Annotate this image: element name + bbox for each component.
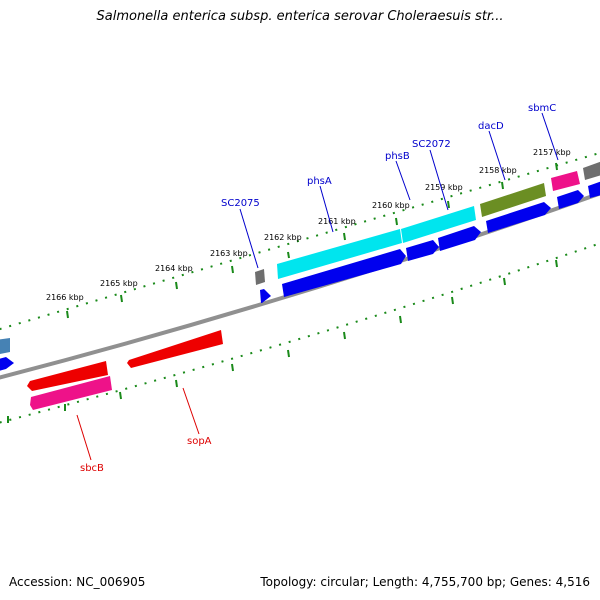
feature-blue-sc2075[interactable] (260, 289, 271, 303)
feature-pink-sbmc[interactable] (551, 171, 580, 191)
tick-label: 2165 kbp (100, 279, 138, 288)
tick-label: 2162 kbp (264, 233, 302, 242)
feature-steelblue-left[interactable] (0, 338, 10, 355)
outer-tick-ring (0, 151, 600, 331)
tick-label: 2159 kbp (425, 183, 463, 192)
feature-blue-right[interactable] (588, 180, 600, 198)
gene-label-sbmc: sbmC (528, 103, 556, 114)
feature-red-sopa[interactable] (127, 330, 223, 368)
tick-label: 2164 kbp (155, 264, 193, 273)
inner-major-ticks (7, 259, 558, 423)
gene-label-phsb: phsB (385, 151, 410, 162)
tick-labels: 2166 kbp 2165 kbp 2164 kbp 2163 kbp 2162… (46, 148, 571, 302)
gene-label-sopa: sopA (187, 436, 212, 447)
feature-blue-dacd[interactable] (486, 202, 551, 233)
feature-blue-phsb[interactable] (406, 240, 439, 261)
feature-blue-sc2072[interactable] (438, 226, 481, 251)
gene-label-sc2075: SC2075 (221, 198, 260, 209)
gene-label-sbcb: sbcB (80, 463, 104, 474)
feature-cyan-phsb[interactable] (401, 206, 476, 243)
tick-label: 2158 kbp (479, 166, 517, 175)
tick-label: 2161 kbp (318, 217, 356, 226)
feature-blue-sbmc[interactable] (557, 190, 584, 209)
feature-red-sbcb[interactable] (27, 361, 108, 391)
gene-label-dacd: dacD (478, 121, 504, 132)
outer-major-ticks (66, 162, 558, 319)
gene-label-sc2072: SC2072 (412, 139, 451, 150)
feature-olive-dacd[interactable] (480, 183, 546, 217)
map-title: Salmonella enterica subsp. enterica sero… (96, 9, 504, 24)
tick-label: 2163 kbp (210, 249, 248, 258)
tick-label: 2157 kbp (533, 148, 571, 157)
gene-labels: SC2075 phsA phsB SC2072 dacD sbmC sbcB s… (80, 103, 556, 474)
label-leaders (76, 112, 559, 461)
topology-summary: Topology: circular; Length: 4,755,700 bp… (260, 575, 590, 589)
feature-gray-right[interactable] (583, 160, 600, 180)
feature-pink-sbcb[interactable] (30, 376, 112, 410)
inner-tick-ring (0, 242, 600, 424)
feature-blue-left[interactable] (0, 357, 14, 372)
gene-label-phsa: phsA (307, 176, 332, 187)
feature-blue-phsa[interactable] (282, 249, 406, 297)
feature-cyan-phsa[interactable] (277, 229, 402, 279)
tick-label: 2160 kbp (372, 201, 410, 210)
tick-label: 2166 kbp (46, 293, 84, 302)
feature-gray-sc2075[interactable] (255, 269, 265, 285)
accession-text: Accession: NC_006905 (9, 575, 146, 589)
